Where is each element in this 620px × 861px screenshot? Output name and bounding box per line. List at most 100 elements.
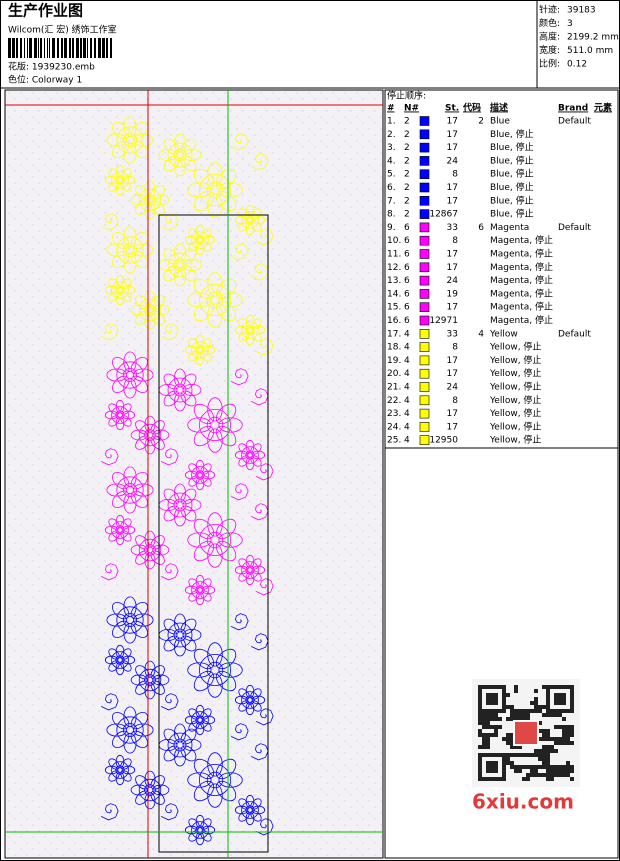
petal bbox=[144, 552, 156, 570]
qr-cell bbox=[482, 725, 486, 729]
qr-cell bbox=[478, 745, 482, 749]
qr-cell bbox=[486, 741, 490, 745]
bar-stripe bbox=[110, 38, 112, 58]
petal bbox=[150, 680, 165, 695]
qr-cell bbox=[566, 761, 570, 765]
qr-cell bbox=[562, 769, 566, 773]
bar-stripe bbox=[38, 38, 39, 58]
qr-cell bbox=[486, 733, 490, 737]
qr-cell bbox=[562, 717, 566, 721]
colorway: 色位: Colorway 1 bbox=[8, 74, 82, 86]
flower bbox=[234, 794, 266, 826]
qr-cell bbox=[486, 717, 490, 721]
flower-center bbox=[206, 416, 224, 434]
qr-cell bbox=[542, 729, 546, 733]
petal bbox=[245, 794, 255, 809]
qr-cell bbox=[562, 725, 566, 729]
qr-cell bbox=[570, 729, 574, 733]
row-number: 7. bbox=[387, 196, 396, 206]
flower bbox=[187, 512, 243, 568]
petal bbox=[188, 720, 200, 732]
qr-cell bbox=[570, 741, 574, 745]
qr-cell bbox=[506, 757, 510, 761]
color-swatch bbox=[419, 408, 430, 419]
petal bbox=[201, 715, 216, 725]
petal bbox=[115, 399, 125, 414]
qr-cell bbox=[482, 717, 486, 721]
petal bbox=[207, 543, 223, 568]
bar-stripe bbox=[52, 38, 55, 58]
qr-cell bbox=[542, 765, 546, 769]
needle: 4 bbox=[404, 343, 410, 353]
swirl bbox=[100, 563, 119, 581]
petal bbox=[174, 157, 187, 177]
petal bbox=[238, 798, 250, 810]
qr-cell bbox=[490, 713, 494, 717]
color-swatch bbox=[419, 289, 430, 299]
petal bbox=[106, 133, 128, 147]
petal bbox=[150, 790, 165, 805]
petal bbox=[245, 684, 255, 699]
qr-cell bbox=[546, 761, 550, 765]
qr-cell bbox=[538, 737, 542, 741]
description: Magenta, 停止 bbox=[490, 248, 553, 260]
flower-ring bbox=[116, 236, 144, 264]
qr-cell bbox=[562, 773, 566, 777]
petal bbox=[215, 190, 237, 212]
flower-center bbox=[206, 531, 224, 549]
petal bbox=[144, 682, 156, 700]
petal bbox=[184, 470, 199, 480]
qr-cell bbox=[494, 713, 498, 717]
petal bbox=[180, 265, 197, 282]
qr-cell bbox=[526, 773, 530, 777]
petal bbox=[104, 175, 119, 185]
petal bbox=[163, 155, 180, 172]
bar-stripe bbox=[24, 38, 25, 58]
flower-center bbox=[245, 325, 255, 335]
petal bbox=[250, 688, 262, 700]
flower-center bbox=[245, 450, 255, 460]
row-number: 14. bbox=[387, 289, 401, 299]
qr-cell bbox=[538, 749, 542, 753]
petal bbox=[238, 570, 250, 582]
petal bbox=[123, 466, 137, 488]
flower-ring bbox=[241, 211, 259, 229]
qr-cell bbox=[542, 749, 546, 753]
petal bbox=[120, 770, 132, 782]
stitches: 17 bbox=[447, 143, 458, 153]
bar-stripe bbox=[61, 38, 63, 58]
qr-cell bbox=[538, 765, 542, 769]
flower-center bbox=[123, 132, 138, 147]
petal bbox=[132, 368, 154, 382]
petal bbox=[251, 565, 266, 575]
petal bbox=[182, 629, 202, 642]
petal bbox=[200, 228, 212, 240]
petal bbox=[152, 544, 170, 556]
qr-cell bbox=[510, 705, 514, 709]
petal bbox=[250, 455, 262, 467]
description: Yellow, 停止 bbox=[489, 367, 541, 379]
qr-cell bbox=[570, 733, 574, 737]
petal bbox=[174, 507, 187, 527]
flower bbox=[187, 272, 243, 328]
petal bbox=[150, 185, 165, 200]
qr-cell bbox=[530, 701, 534, 705]
qr-cell bbox=[550, 749, 554, 753]
flower bbox=[130, 660, 170, 700]
info-label: 比例: bbox=[539, 58, 560, 70]
qr-cell bbox=[550, 769, 554, 773]
petal bbox=[144, 530, 156, 548]
needle: 6 bbox=[404, 236, 410, 246]
color-swatch bbox=[419, 342, 430, 352]
row-number: 13. bbox=[387, 276, 401, 286]
petal bbox=[245, 314, 255, 329]
petal bbox=[108, 403, 120, 415]
bar-stripe bbox=[57, 38, 59, 58]
qr-cell bbox=[570, 769, 574, 773]
qr-cell bbox=[554, 741, 558, 745]
row-number: 19. bbox=[387, 356, 401, 366]
qr-cell bbox=[498, 725, 502, 729]
qr-cell bbox=[482, 721, 486, 725]
qr-cell bbox=[554, 769, 558, 773]
qr-cell bbox=[558, 741, 562, 745]
